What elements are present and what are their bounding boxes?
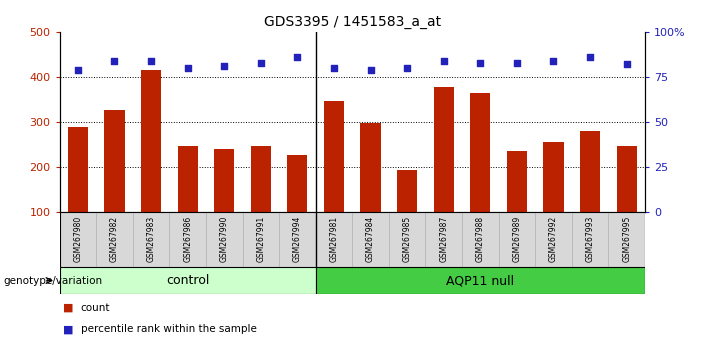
Bar [132,212,170,267]
Bar [608,212,645,267]
Bar [60,267,315,294]
Text: GSM267983: GSM267983 [147,216,156,262]
Point [511,60,522,65]
Text: GSM267989: GSM267989 [512,216,522,262]
Bar [141,70,161,212]
Bar [60,212,96,267]
Point [548,58,559,64]
Point [145,58,156,64]
Point [621,62,632,67]
Bar [507,151,527,212]
Text: GSM267988: GSM267988 [476,216,485,262]
Bar [360,123,381,212]
Text: GSM267980: GSM267980 [74,216,83,262]
Bar [498,212,535,267]
Point [365,67,376,73]
Text: GSM267981: GSM267981 [329,216,339,262]
Text: genotype/variation: genotype/variation [4,275,102,286]
Text: GSM267991: GSM267991 [257,216,265,262]
Bar [462,212,498,267]
Point [72,67,83,73]
Text: GSM267984: GSM267984 [366,216,375,262]
Point [109,58,120,64]
Bar [243,212,279,267]
Text: count: count [81,303,110,313]
Point [255,60,266,65]
Point [475,60,486,65]
Bar [617,145,637,212]
Text: GSM267986: GSM267986 [183,216,192,262]
Point [219,63,230,69]
Bar [397,170,417,212]
Bar [206,212,243,267]
Point [328,65,339,71]
Bar [434,87,454,212]
Bar [251,145,271,212]
Bar [572,212,608,267]
Text: AQP11 null: AQP11 null [447,274,515,287]
Text: GSM267982: GSM267982 [110,216,119,262]
Text: GSM267994: GSM267994 [293,216,302,262]
Bar [214,149,234,212]
Bar [580,131,600,212]
Bar [535,212,572,267]
Bar [315,267,645,294]
Bar [470,93,491,212]
Bar [287,155,308,212]
Text: ■: ■ [63,303,74,313]
Bar [177,145,198,212]
Point [438,58,449,64]
Point [292,54,303,60]
Bar [68,127,88,212]
Text: ■: ■ [63,324,74,334]
Title: GDS3395 / 1451583_a_at: GDS3395 / 1451583_a_at [264,16,441,29]
Text: control: control [166,274,210,287]
Bar [170,212,206,267]
Point [402,65,413,71]
Text: GSM267992: GSM267992 [549,216,558,262]
Bar [315,212,352,267]
Point [585,54,596,60]
Bar [324,101,344,212]
Bar [96,212,132,267]
Text: GSM267990: GSM267990 [219,216,229,262]
Bar [279,212,315,267]
Bar [543,142,564,212]
Text: GSM267985: GSM267985 [402,216,411,262]
Text: percentile rank within the sample: percentile rank within the sample [81,324,257,334]
Text: GSM267987: GSM267987 [440,216,448,262]
Text: GSM267995: GSM267995 [622,216,631,262]
Text: GSM267993: GSM267993 [585,216,594,262]
Bar [353,212,389,267]
Bar [389,212,426,267]
Point [182,65,193,71]
Bar [104,110,125,212]
Bar [426,212,462,267]
